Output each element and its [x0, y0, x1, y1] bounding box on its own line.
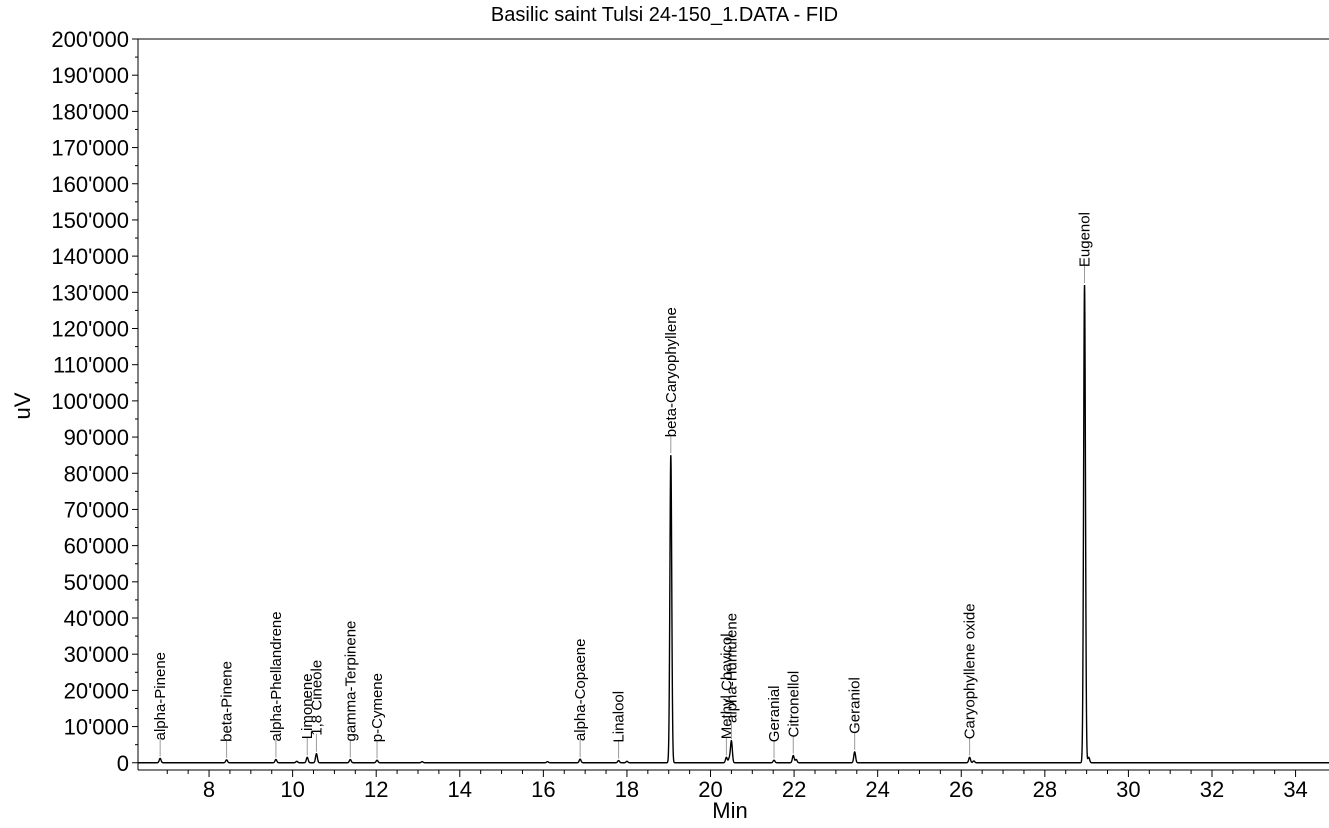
peak-label: beta-Caryophyllene	[663, 307, 680, 437]
y-tick-label: 180'000	[51, 99, 129, 124]
peak-label-group: Methyl Chavicol	[718, 633, 735, 756]
peak-label: alpha-Copaene	[572, 639, 589, 742]
peak-label-group: p-Cymene	[369, 673, 386, 759]
y-tick-label: 160'000	[51, 172, 129, 197]
x-tick-label: 34	[1283, 777, 1307, 802]
x-axis: 8 10 12 14 16 18 20 22 24 26 28 30 32 34	[138, 769, 1329, 802]
x-tick-label: 10	[280, 777, 304, 802]
y-tick-label: 130'000	[51, 280, 129, 305]
peak-label-group: alpha-Pinene	[152, 652, 169, 757]
y-tick-label: 0	[117, 751, 129, 776]
y-tick-label: 60'000	[64, 534, 129, 559]
peak-label-group: Geranial	[766, 685, 783, 759]
chromatogram-trace	[138, 285, 1329, 764]
y-tick-label: 190'000	[51, 63, 129, 88]
peak-label-group: Limonene	[299, 673, 316, 756]
y-tick-label: 120'000	[51, 317, 129, 342]
y-tick-label: 170'000	[51, 136, 129, 161]
peak-label-group: alpha-Copaene	[572, 639, 589, 758]
peak-label: Citronellol	[785, 671, 802, 738]
y-tick-label: 100'000	[51, 389, 129, 414]
peak-label-group: alpha-Humulene	[723, 613, 740, 740]
x-tick-label: 26	[949, 777, 973, 802]
y-tick-label: 70'000	[64, 497, 129, 522]
peak-label-group: 1,8 Cineole	[308, 660, 325, 752]
x-tick-label: 8	[203, 777, 215, 802]
x-tick-label: 18	[615, 777, 639, 802]
y-tick-label: 20'000	[64, 678, 129, 703]
peak-label-group: Linalool	[611, 691, 628, 759]
x-tick-label: 24	[865, 777, 889, 802]
axis-titles: Min uV	[10, 392, 748, 823]
y-tick-label: 200'000	[51, 27, 129, 52]
y-axis-title: uV	[10, 392, 35, 419]
peak-label-group: Geraniol	[847, 677, 864, 750]
peak-label-group: beta-Pinene	[219, 661, 236, 758]
y-tick-label: 50'000	[64, 570, 129, 595]
peak-labels: alpha-Pinene beta-Pinene alpha-Phellandren…	[152, 212, 1094, 759]
peak-label: Eugenol	[1077, 212, 1094, 267]
x-tick-label: 28	[1033, 777, 1057, 802]
peak-label: Geraniol	[847, 677, 864, 734]
x-tick-label: 14	[448, 777, 472, 802]
peak-label: beta-Pinene	[219, 661, 236, 742]
y-tick-label: 140'000	[51, 244, 129, 269]
peak-label-group: Eugenol	[1077, 212, 1094, 284]
x-axis-title: Min	[712, 798, 747, 823]
peak-label: Methyl Chavicol	[718, 633, 735, 739]
x-tick-label: 20	[698, 777, 722, 802]
chart-title: Basilic saint Tulsi 24-150_1.DATA - FID	[490, 4, 839, 26]
x-tick-label: 16	[531, 777, 555, 802]
chromatogram-trace-group	[138, 285, 1329, 764]
y-axis: 0 10'000 20'000 30'000 40'000 50'000 60'000 70'…	[51, 27, 1329, 776]
peak-label: Caryophyllene oxide	[962, 603, 979, 739]
peak-label-group: gamma-Terpinene	[342, 621, 359, 758]
y-tick-label: 80'000	[64, 461, 129, 486]
peak-label-group: beta-Caryophyllene	[663, 307, 680, 454]
y-tick-label: 90'000	[64, 425, 129, 450]
y-tick-label: 110'000	[53, 353, 129, 378]
peak-label: alpha-Pinene	[152, 652, 169, 740]
peak-label-group: alpha-Phellandrene	[268, 611, 285, 758]
x-tick-label: 32	[1200, 777, 1224, 802]
peak-label: Linalool	[611, 691, 628, 743]
y-tick-label: 40'000	[64, 606, 129, 631]
peak-label: Geranial	[766, 685, 783, 742]
peak-label-group: Caryophyllene oxide	[962, 603, 979, 756]
peak-label: alpha-Phellandrene	[268, 611, 285, 741]
peak-label-group: Citronellol	[785, 671, 802, 754]
x-tick-label: 30	[1116, 777, 1140, 802]
peak-label: Limonene	[299, 673, 316, 739]
y-tick-label: 30'000	[64, 642, 129, 667]
peak-label: 1,8 Cineole	[308, 660, 325, 736]
peak-label: p-Cymene	[369, 673, 386, 742]
x-tick-label: 12	[364, 777, 388, 802]
peak-label: alpha-Humulene	[723, 613, 740, 723]
y-tick-label: 10'000	[64, 715, 129, 740]
x-tick-label: 22	[782, 777, 806, 802]
y-tick-label: 150'000	[51, 208, 129, 233]
peak-label: gamma-Terpinene	[342, 621, 359, 742]
